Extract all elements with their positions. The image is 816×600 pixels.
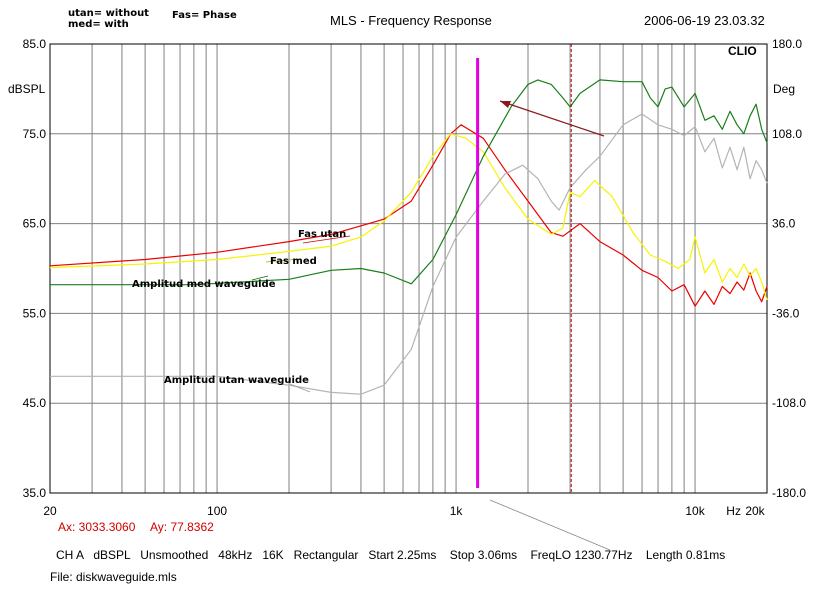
annotation-leader-line: [289, 383, 311, 393]
cursor-ay-readout: Ay: 77.8362: [150, 520, 214, 534]
y-tick-label-left: 65.0: [23, 217, 47, 231]
legend-line-utan: utan= without: [68, 8, 149, 19]
y-tick-label-right: -36.0: [772, 306, 800, 320]
chart-title: MLS - Frequency Response: [330, 13, 492, 28]
annotation-arrow-line: [499, 100, 605, 137]
y-tick-label-left: 75.0: [23, 127, 47, 141]
series-line-yellow: [49, 133, 768, 301]
y-tick-label-left: 35.0: [23, 486, 47, 500]
y-tick-label-left: 85.0: [23, 37, 47, 51]
annotation-label: Amplitud utan waveguide: [164, 375, 309, 386]
clio-brand: CLIO: [728, 44, 757, 58]
x-tick-label: Hz: [726, 504, 741, 518]
x-tick-label: 100: [207, 504, 227, 518]
series-line-red: [49, 124, 768, 307]
x-tick-label: 10k: [685, 504, 705, 518]
y-tick-label-right: 36.0: [772, 217, 796, 231]
annotation-arrow-head: [500, 101, 511, 108]
y-axis-label-left: dBSPL: [8, 82, 46, 96]
x-tick-label: 1k: [450, 504, 464, 518]
series-line-green: [50, 79, 768, 286]
annotation-label: Fas med: [270, 256, 317, 267]
y-axis-label-right: Deg: [773, 82, 795, 96]
grid: [49, 43, 768, 494]
series-group: [49, 79, 768, 395]
legend-line-med: med= with: [68, 19, 129, 30]
x-tick-label: 20k: [745, 504, 765, 518]
annotation-label: Amplitud med waveguide: [132, 279, 276, 290]
y-tick-label-right: 108.0: [772, 127, 802, 141]
annotation-leader-line: [302, 235, 351, 244]
y-tick-label-right: -180.0: [772, 486, 806, 500]
series-line-gray: [50, 113, 768, 395]
plot-frame: [49, 43, 768, 494]
y-tick-label-left: 55.0: [23, 306, 47, 320]
x-tick-label: 20: [43, 504, 57, 518]
y-tick-label-right: -108.0: [772, 396, 806, 410]
legend-line-fas: Fas= Phase: [172, 10, 237, 21]
y-tick-label-left: 45.0: [23, 396, 47, 410]
file-name: File: diskwaveguide.mls: [50, 570, 177, 584]
measurement-settings: CH A dBSPL Unsmoothed 48kHz 16K Rectangu…: [56, 548, 726, 562]
y-tick-label-right: 180.0: [772, 37, 802, 51]
timestamp: 2006-06-19 23.03.32: [644, 13, 765, 28]
annotation-leader-line: [265, 258, 301, 263]
cursor-ax-readout: Ax: 3033.3060: [58, 520, 136, 534]
labels-group: Fas utan Fas med Amplitud med waveguide Amp…: [8, 37, 806, 518]
axis-pointer-line: [489, 499, 611, 551]
annotation-label: Fas utan: [298, 229, 346, 240]
annotation-leader-line: [251, 275, 269, 281]
markers-group: [251, 44, 611, 551]
